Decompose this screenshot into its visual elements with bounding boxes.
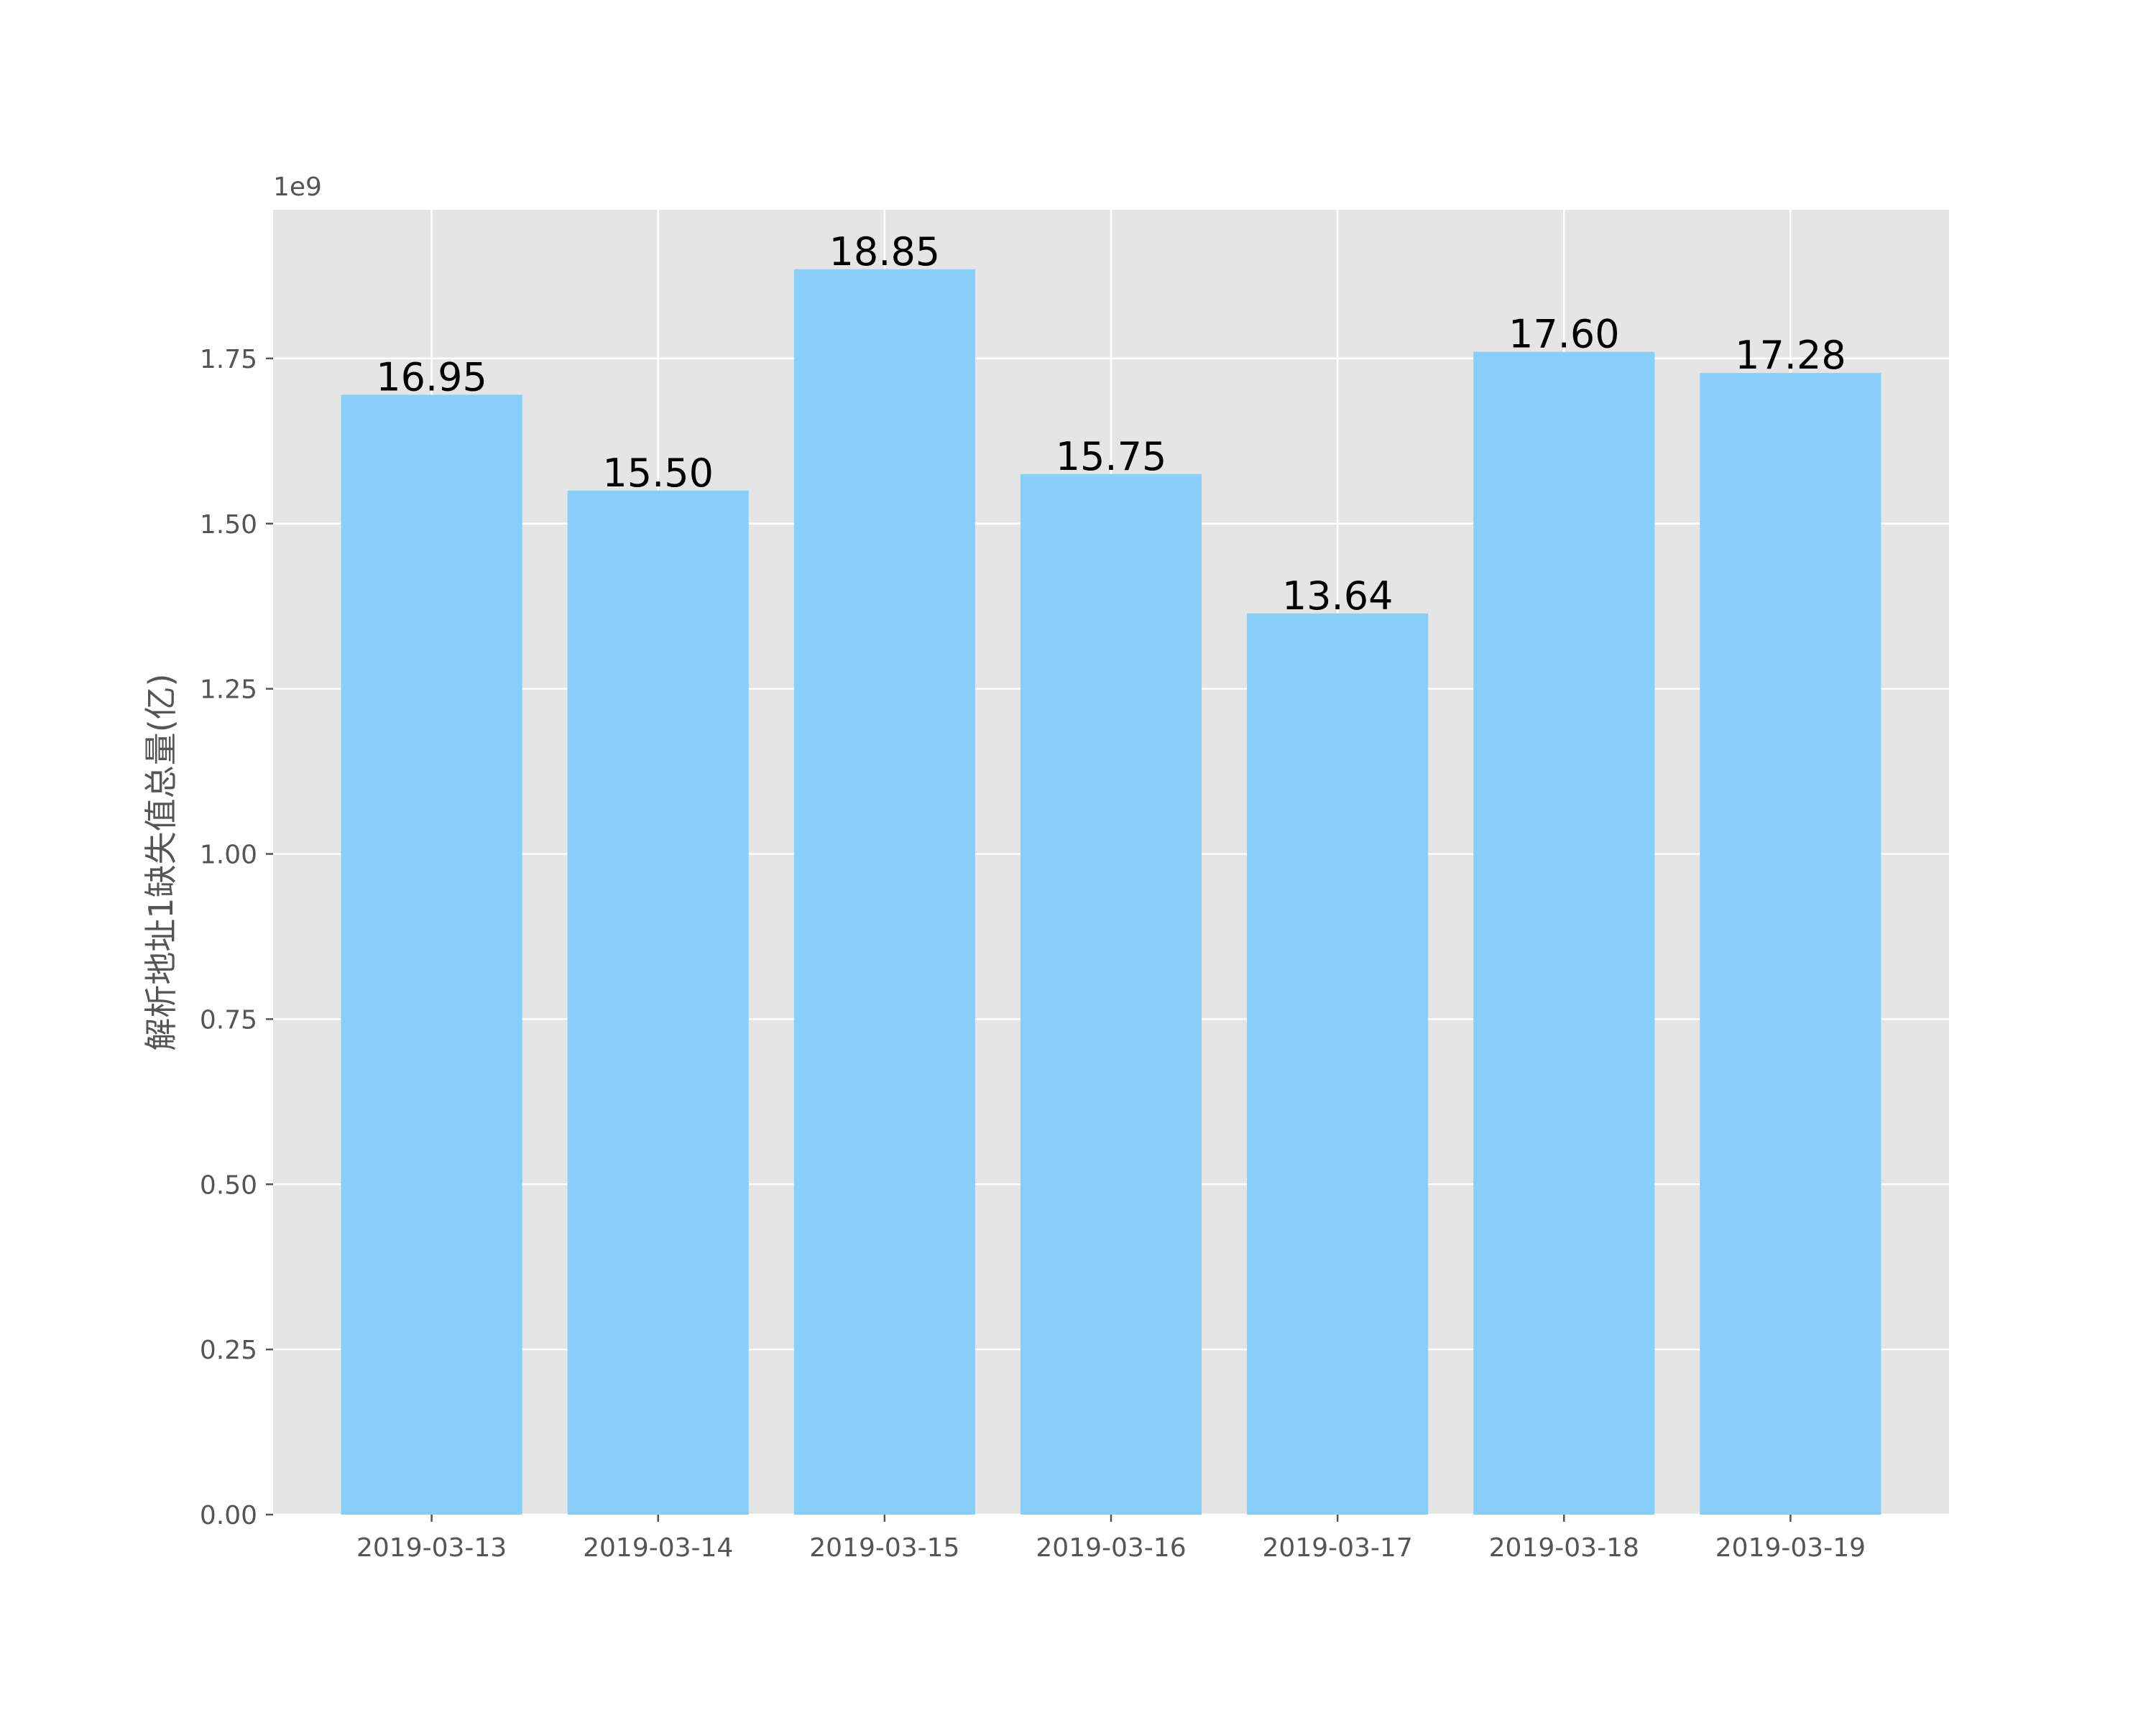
x-tick-label: 2019-03-17 (1263, 1533, 1413, 1563)
x-tick-label: 2019-03-19 (1715, 1533, 1866, 1563)
axis-ticks: 0.00 0.25 0.50 0.75 1.00 1.25 1.50 1.75 2019-03-… (200, 345, 1866, 1563)
y-tick-label: 1.75 (200, 345, 257, 374)
x-tick-label: 2019-03-16 (1036, 1533, 1186, 1563)
bar-2019-03-15 (793, 269, 975, 1515)
x-tick-label: 2019-03-18 (1489, 1533, 1639, 1563)
y-tick-label: 0.25 (200, 1336, 257, 1365)
bar-2019-03-19 (1700, 373, 1881, 1515)
data-label: 18.85 (829, 229, 941, 274)
bars (341, 269, 1881, 1515)
y-tick-label: 1.25 (200, 675, 257, 705)
bar-2019-03-16 (1020, 473, 1202, 1515)
data-label: 17.60 (1508, 312, 1620, 357)
y-tick-label: 0.75 (200, 1005, 257, 1035)
bar-2019-03-17 (1247, 613, 1429, 1515)
bar-2019-03-18 (1473, 351, 1655, 1515)
bar-2019-03-13 (341, 394, 522, 1515)
data-label: 15.75 (1056, 434, 1167, 479)
y-tick-label: 1.00 (200, 841, 257, 870)
data-label: 17.28 (1735, 333, 1846, 378)
bar-2019-03-14 (567, 490, 749, 1515)
x-tick-label: 2019-03-15 (809, 1533, 959, 1563)
y-axis-label: 解析地址1缺失值总量(亿) (142, 673, 180, 1050)
y-axis-offset-label: 1e9 (273, 172, 322, 202)
x-tick-label: 2019-03-14 (583, 1533, 733, 1563)
y-tick-label: 1.50 (200, 510, 257, 540)
data-label: 15.50 (602, 451, 714, 496)
y-tick-label: 0.50 (200, 1170, 257, 1200)
x-tick-label: 2019-03-13 (356, 1533, 507, 1563)
data-label: 13.64 (1282, 573, 1393, 619)
y-tick-label: 0.00 (200, 1501, 257, 1530)
data-labels: 16.95 15.50 18.85 15.75 13.64 17.60 17.28 (376, 229, 1846, 619)
data-label: 16.95 (376, 354, 487, 399)
